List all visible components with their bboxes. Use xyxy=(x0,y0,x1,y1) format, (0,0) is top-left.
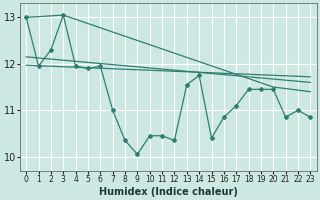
X-axis label: Humidex (Indice chaleur): Humidex (Indice chaleur) xyxy=(99,187,238,197)
